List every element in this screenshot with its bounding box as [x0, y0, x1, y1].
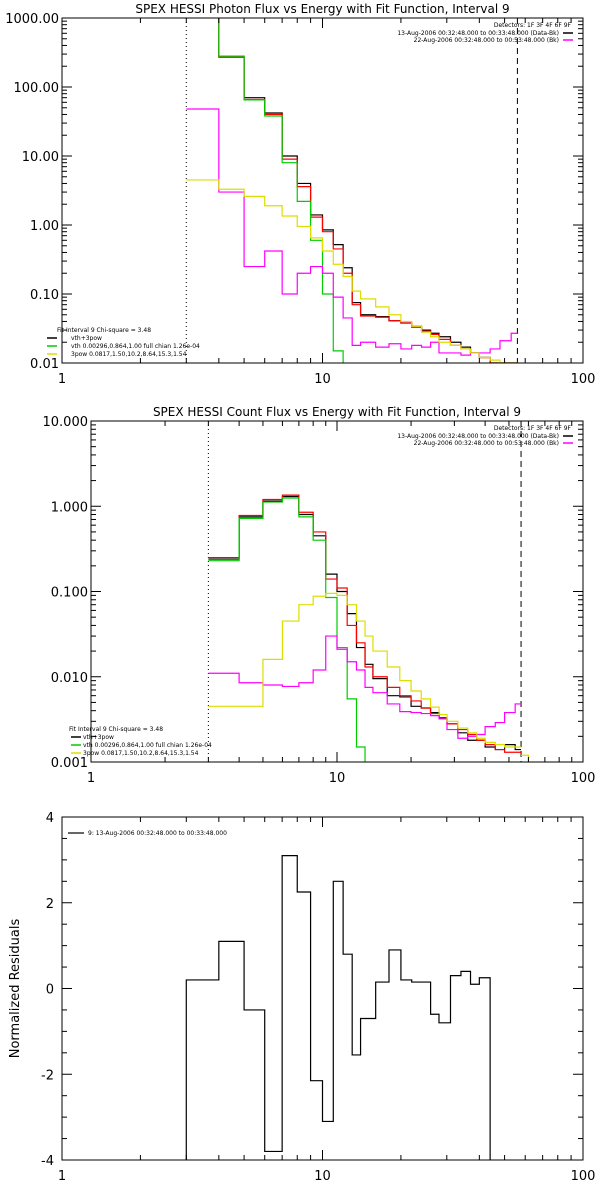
legend-entry: vth+3pow — [71, 335, 102, 342]
plot-frame — [61, 816, 584, 1161]
legend-entry: Fit Interval 9 Chi-square = 3.48 — [57, 327, 151, 334]
detectors-label: Detectors: 1F 3F 4F 6F 9F — [494, 425, 572, 432]
x-tick-label: 100 — [571, 771, 596, 786]
legend-entry: 22-Aug-2006 00:32:48.000 to 00:53:48.000… — [414, 37, 559, 44]
chart-title: SPEX HESSI Count Flux vs Energy with Fit… — [153, 405, 521, 419]
series-line-1 — [218, 18, 518, 363]
chart-panel-3: 1 10 100 -4 -2 0 2 4 Normalized Residuals 9: 13-A… — [8, 811, 595, 1184]
legend-entry: vth+3pow — [83, 734, 114, 741]
legend-entry: 13-Aug-2006 00:32:48.000 to 00:33:48.000… — [397, 433, 559, 440]
y-tick-label: 10.00 — [22, 150, 59, 165]
y-tick-label: -4 — [41, 1154, 54, 1169]
y-tick-label: 1.00 — [30, 219, 59, 234]
y-tick-label: 0.10 — [30, 288, 59, 303]
series-tail-line — [521, 754, 530, 762]
chart-panel-2: SPEX HESSI Count Flux vs Energy with Fit… — [43, 405, 596, 786]
y-tick-label: 4 — [46, 811, 54, 826]
y-tick-label: 1000.00 — [5, 12, 59, 27]
legend-entry: 3pow 0.0817,1.50,10.2,8.64,15.3,1.54 — [83, 750, 199, 757]
legend-entry: 3pow 0.0817,1.50,10.2,8.64,15.3,1.54 — [71, 351, 187, 358]
plot-area — [207, 421, 530, 762]
y-tick-label: 100.00 — [14, 81, 60, 96]
series-line-4 — [208, 635, 522, 739]
legend-entry: Fit Interval 9 Chi-square = 3.48 — [69, 726, 163, 733]
plot-frame — [90, 420, 584, 763]
y-tick-label: 0.01 — [30, 357, 59, 372]
detectors-label: Detectors: 1F 3F 4F 6F 9F — [494, 22, 572, 29]
x-tick-label: 10 — [314, 372, 331, 387]
y-tick-label: -2 — [41, 1068, 54, 1083]
series-line-4 — [186, 108, 518, 356]
legend-entry: 13-Aug-2006 00:32:48.000 to 00:33:48.000… — [397, 30, 559, 37]
x-tick-label: 10 — [329, 771, 346, 786]
x-tick-label: 1 — [87, 771, 95, 786]
x-tick-label: 1 — [58, 372, 66, 387]
y-tick-label: 0.010 — [51, 671, 88, 686]
plot-area — [185, 18, 518, 363]
legend-entry: 9: 13-Aug-2006 00:32:48.000 to 00:33:48.… — [88, 830, 227, 837]
series-line-3 — [208, 497, 366, 762]
y-tick-label: 2 — [46, 897, 54, 912]
legend-entry: vth 0.00296,0.864,1.00 full chian 1.26e-… — [83, 742, 212, 749]
x-tick-label: 1 — [58, 1169, 66, 1184]
plot-area — [185, 854, 491, 1160]
legend-entry: 22-Aug-2006 00:32:48.000 to 00:53:48.000… — [414, 440, 559, 447]
x-tick-label: 100 — [571, 1169, 596, 1184]
series-line-2 — [218, 18, 518, 363]
y-tick-label: 1.000 — [51, 500, 88, 515]
series-line-3 — [218, 18, 344, 363]
series-line-5 — [186, 179, 518, 363]
series-line-1 — [185, 854, 491, 1160]
y-tick-label: 0.001 — [51, 756, 88, 771]
y-tick-label: 0.100 — [51, 586, 88, 601]
y-tick-label: 10.000 — [43, 415, 89, 430]
x-tick-label: 10 — [314, 1169, 331, 1184]
legend-entry: vth 0.00296,0.864,1.00 full chian 1.26e-… — [71, 343, 200, 350]
chart-panel-1: SPEX HESSI Photon Flux vs Energy with Fi… — [5, 2, 595, 387]
y-axis-label: Normalized Residuals — [8, 919, 23, 1059]
y-tick-label: 0 — [46, 983, 54, 998]
chart-title: SPEX HESSI Photon Flux vs Energy with Fi… — [135, 2, 509, 16]
x-tick-label: 100 — [571, 372, 596, 387]
plot-frame — [61, 17, 584, 364]
series-line-5 — [208, 592, 522, 748]
